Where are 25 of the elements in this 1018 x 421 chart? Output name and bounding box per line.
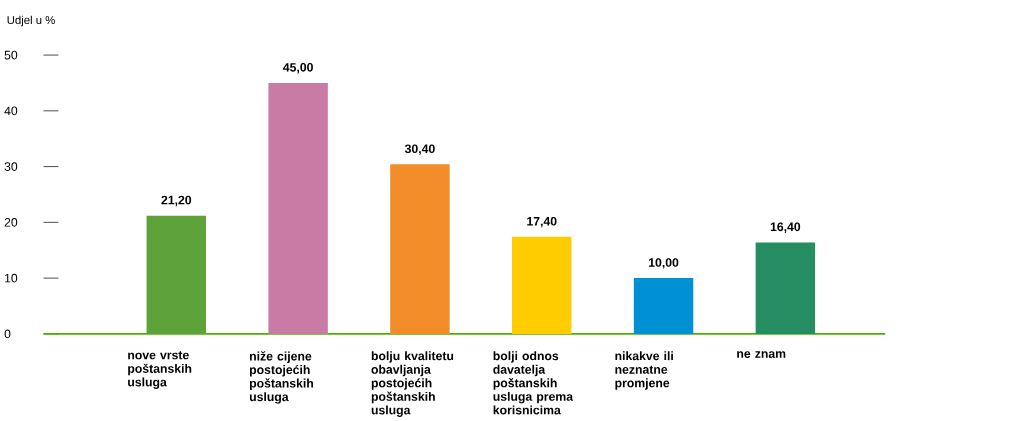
bar (512, 236, 572, 334)
data-label: 17,40 (527, 216, 557, 228)
data-label: 16,40 (770, 222, 801, 233)
x-tick-label: bolji odnos davatelja poštanskih usluga prema korisnicima (493, 351, 574, 415)
y-tick-label: 20 (4, 218, 18, 227)
y-tick-label: 50 (4, 50, 18, 60)
data-label: 45,00 (283, 63, 313, 74)
x-tick-label: bolju kvalitetu obavljanja postojećih poštanskih usluga (371, 351, 454, 417)
x-tick-label: niže cijene postojećih poštanskih usluga (249, 351, 314, 404)
bar (268, 82, 328, 334)
bar (755, 242, 816, 334)
data-label: 21,20 (161, 195, 192, 207)
bar (633, 278, 694, 334)
bar (390, 164, 450, 334)
x-tick-label: nove vrste poštanskih usluga (128, 351, 192, 389)
bar (146, 215, 207, 334)
y-tick-label: 0 (4, 329, 11, 339)
y-tick-label: 40 (4, 106, 18, 116)
data-label: 30,40 (404, 144, 435, 155)
y-tick-label: 10 (5, 273, 18, 283)
y-tick-label: 30 (4, 162, 18, 171)
y-axis-title: Udjel u % (7, 15, 55, 27)
x-tick-label: ne znam (737, 351, 786, 358)
x-tick-label: nikakve ili neznatne promjene (615, 351, 673, 390)
data-label: 10,00 (649, 258, 679, 269)
